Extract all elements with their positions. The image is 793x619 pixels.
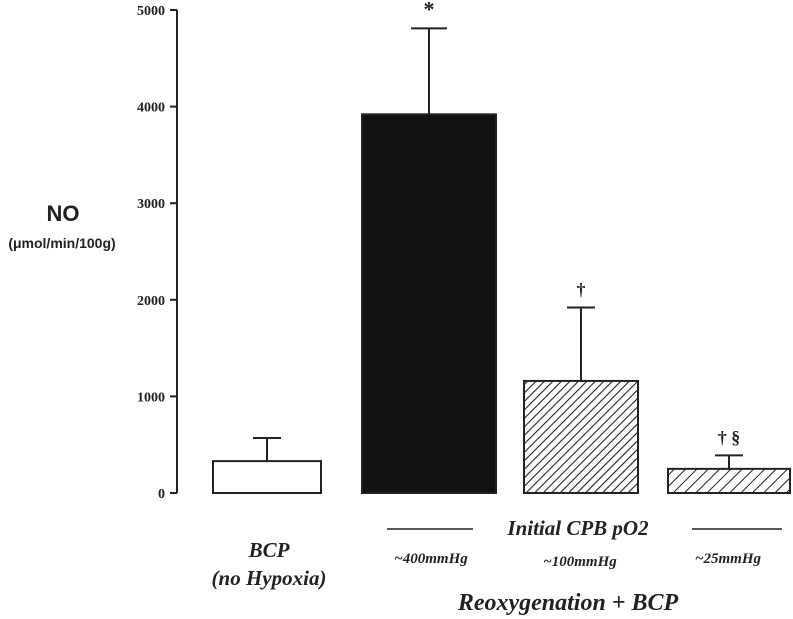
y-tick-label: 2000 (137, 294, 165, 309)
bcp-label: BCP (248, 538, 290, 562)
y-tick-label: 5000 (137, 4, 165, 19)
bar-400mmhg (361, 113, 497, 494)
group-header: Initial CPB pO2 (506, 516, 649, 540)
significance-marker: * (424, 0, 435, 21)
significance-marker: † (577, 280, 586, 300)
y-axis-label: NO (47, 201, 80, 226)
sub-label-400: ~400mmHg (394, 551, 468, 567)
bar-25mmhg (667, 467, 791, 495)
sub-label-25: ~25mmHg (695, 551, 762, 567)
group-footer: Reoxygenation + BCP (457, 590, 679, 616)
significance-marker: † § (718, 427, 741, 447)
y-tick-label: 1000 (137, 390, 165, 405)
bar-bcp (212, 460, 322, 495)
bcp-sublabel: (no Hypoxia) (212, 566, 327, 590)
y-tick-label: 3000 (137, 197, 165, 212)
y-axis-ticks: 0 1000 2000 3000 4000 5000 (137, 4, 177, 502)
y-tick-label: 0 (158, 487, 165, 502)
y-axis-unit: (μmol/min/100g) (8, 235, 115, 251)
bar-100mmhg (523, 379, 639, 494)
y-tick-label: 4000 (137, 101, 165, 116)
sub-label-100: ~100mmHg (543, 554, 617, 570)
bars: * † † § (212, 0, 791, 495)
